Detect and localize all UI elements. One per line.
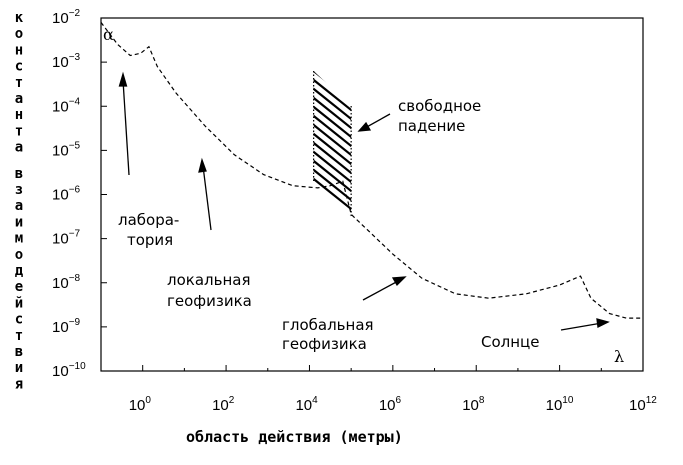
arrow-free-fall-head [357, 121, 372, 132]
x-tick-label: 102 [212, 395, 235, 414]
tick-labels: 100 102 104 106 108 1010 1012 10−2 10−3 10−4 10−5 1… [52, 8, 657, 414]
y-tick-label: 10−3 [52, 52, 81, 71]
hatch-line [309, 238, 357, 276]
x-tick-label: 104 [295, 395, 318, 414]
hatch-line [313, 93, 352, 133]
y-axis-title-char: т [15, 328, 23, 344]
annotation-global-geophysics-line1: глобальная [282, 316, 374, 334]
hatch-line [309, 265, 357, 303]
arrow-global-geophysics-head [391, 276, 407, 287]
annotation-free-fall-line2: падение [398, 117, 465, 135]
arrow-free-fall [364, 113, 391, 129]
alpha-label: α [103, 25, 114, 44]
y-axis-title-char: а [15, 91, 23, 107]
y-axis-title-char: н [15, 107, 23, 123]
hatch-line [309, 247, 357, 285]
y-axis-title-char: с [15, 312, 23, 328]
y-axis-title-char: о [15, 26, 23, 42]
arrow-sun [560, 322, 603, 331]
annotation-laboratory-line2: тория [127, 231, 173, 249]
y-axis-title-char: а [15, 140, 23, 156]
hatch-line [313, 102, 352, 142]
hatch-line [313, 84, 352, 124]
y-axis-title-char: в [15, 344, 23, 360]
y-tick-label: 10−8 [52, 273, 81, 292]
y-axis-title-char: м [15, 231, 23, 247]
y-axis-title-char: в [15, 166, 23, 182]
arrow-global-geophysics [362, 279, 401, 301]
shade-hatching [309, 31, 357, 303]
hatch-line [309, 229, 357, 267]
arrow-local-geophysics [202, 165, 212, 231]
series-line [100, 22, 643, 319]
annotation-laboratory-line1: лабора- [118, 211, 179, 229]
y-axis-title-char: е [15, 279, 23, 295]
hatch-line [313, 129, 352, 169]
free-fall-shaded-region [309, 31, 357, 303]
y-axis-title-char: з [15, 182, 23, 198]
hatch-line [313, 156, 352, 196]
y-tick-label: 10−10 [52, 361, 86, 380]
x-tick-label: 1010 [546, 395, 574, 414]
y-tick-label: 10−5 [52, 140, 81, 159]
annotation-local-geophysics-line1: локальная [167, 271, 250, 289]
arrow-local-geophysics-head [198, 157, 207, 173]
y-axis-title-char: н [15, 42, 23, 58]
y-axis-title-char: к [15, 10, 24, 26]
arrow-sun-head [596, 318, 610, 328]
y-tick-label: 10−2 [52, 8, 81, 27]
hatch-line [313, 111, 352, 151]
annotation-sun: Солнце [481, 333, 539, 351]
hatch-line [313, 147, 352, 187]
x-axis-title: область действия (метры) [186, 428, 403, 446]
hatch-line [309, 220, 357, 258]
hatch-line [313, 138, 352, 178]
axis-ticks [100, 17, 644, 372]
y-axis-title-char: т [15, 75, 23, 91]
hatch-line [313, 75, 352, 115]
annotation-free-fall-line1: свободное [398, 97, 481, 115]
y-axis-title-char: с [15, 59, 23, 75]
arrow-laboratory [122, 79, 130, 176]
annotation-arrows [118, 71, 610, 331]
y-axis-title-char: й [15, 295, 23, 311]
y-axis-title-char: я [15, 376, 23, 392]
annotation-local-geophysics-line2: геофизика [167, 292, 252, 310]
y-axis-title-char: и [15, 360, 23, 376]
hatch-line [313, 70, 352, 79]
y-axis-title-char: и [15, 214, 23, 230]
x-tick-label: 1012 [629, 395, 657, 414]
y-tick-label: 10−6 [52, 185, 81, 204]
annotation-global-geophysics-line2: геофизика [282, 335, 367, 353]
hatch-line [309, 256, 357, 294]
y-axis-title-char: т [15, 123, 23, 139]
x-tick-label: 100 [129, 395, 152, 414]
y-axis-title-char: а [15, 198, 23, 214]
x-tick-label: 106 [379, 395, 402, 414]
arrow-laboratory-head [118, 71, 128, 87]
y-axis-title-char: о [15, 247, 23, 263]
y-tick-label: 10−7 [52, 229, 81, 248]
hatch-line [313, 210, 352, 217]
y-axis-title-char: д [15, 263, 24, 279]
y-tick-label: 10−9 [52, 317, 81, 336]
x-tick-label: 108 [462, 395, 485, 414]
hatch-line [309, 31, 357, 69]
hatch-line [313, 174, 352, 214]
hatch-line [313, 120, 352, 160]
lambda-label: λ [614, 347, 624, 366]
y-tick-label: 10−4 [52, 96, 81, 115]
